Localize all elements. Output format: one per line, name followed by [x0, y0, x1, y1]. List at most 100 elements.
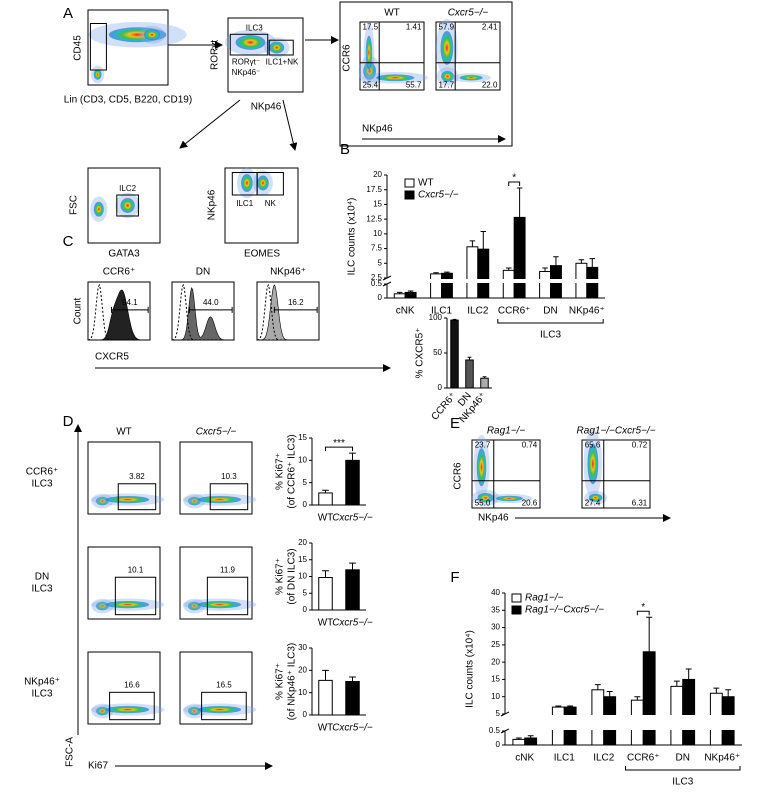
plot-frame [256, 281, 320, 341]
axis-label: ILC counts (x10⁴) [347, 198, 358, 276]
y-tick-label: 5 [496, 709, 501, 718]
significance-bracket [508, 181, 521, 186]
flow-plot [87, 167, 161, 244]
sample-title: WT [384, 8, 400, 19]
column-title: Cxcr5−/− [196, 427, 237, 438]
error-bar [349, 562, 356, 570]
x-tick-label: cNK [515, 753, 534, 764]
event-density [198, 496, 242, 504]
y-tick-label: 15 [298, 433, 307, 442]
flow-plot [225, 17, 304, 93]
gate [114, 576, 157, 616]
x-tick-label: CCR6⁺ [627, 753, 660, 764]
event-density [187, 601, 201, 611]
event-density [376, 74, 415, 82]
event-density [95, 496, 109, 506]
bar [441, 272, 453, 299]
gate [268, 39, 294, 56]
error-bar [444, 271, 450, 274]
gate-label: NK [265, 199, 277, 208]
gate [117, 483, 157, 511]
quadrant-value: 27.4 [585, 498, 601, 507]
error-bar [725, 689, 732, 697]
y-tick-label: 17.5 [366, 185, 382, 194]
group-bracket [497, 319, 604, 324]
arrow [282, 99, 298, 151]
axis-label: EOMES [244, 249, 280, 260]
row-label: ILC3 [31, 689, 53, 700]
gate-value: 94.1 [122, 298, 138, 307]
x-tick-label: WT [318, 723, 334, 734]
gate-value: 3.82 [129, 472, 145, 481]
error-bar [322, 669, 329, 681]
y-tick-label: 10 [373, 229, 382, 238]
axis-label: % Ki67⁺ [275, 453, 286, 490]
quadrant-value: 6.31 [632, 498, 648, 507]
row-label: DN [35, 572, 49, 583]
bar [502, 269, 515, 299]
isotype-histogram [256, 283, 319, 341]
event-density [459, 75, 483, 81]
bar [682, 678, 696, 746]
axis-label: FSC [69, 195, 80, 215]
row-label: ILC3 [31, 479, 53, 490]
axis-label: Ki67 [88, 761, 108, 772]
panel-label: E [450, 415, 460, 432]
bar [539, 271, 551, 299]
event-density [187, 496, 201, 506]
histogram-title: DN [196, 267, 210, 278]
gate-value: 16.2 [288, 298, 304, 307]
error-bar [673, 680, 680, 687]
bar [524, 737, 538, 746]
bar [404, 291, 417, 299]
bar [430, 273, 443, 299]
row-label: NKp46⁺ [24, 677, 60, 688]
y-tick-label: 0 [438, 383, 443, 392]
axis-label: % CXCR5⁺ [415, 328, 426, 379]
gate-label: RORγt⁻ [232, 58, 260, 67]
error-bar [589, 258, 596, 268]
error-bar [469, 240, 476, 247]
y-tick-label: 5 [378, 258, 383, 267]
bar [466, 246, 479, 299]
y-tick-label: 10 [298, 455, 307, 464]
quadrant-value: 17.5 [363, 23, 379, 32]
y-tick-label: 20 [373, 170, 382, 179]
significance-label: * [641, 602, 645, 613]
y-tick-label: 100 [429, 313, 443, 322]
error-bar [634, 696, 641, 701]
event-density [476, 448, 487, 487]
flow-plot [581, 429, 651, 509]
event-density [93, 201, 104, 217]
axis-label: CD45 [73, 35, 84, 61]
x-tick-label: Cxcr5−/− [332, 618, 373, 629]
quadrant-value: 1.41 [406, 23, 422, 32]
error-bar [480, 231, 487, 250]
flow-plot [435, 18, 501, 91]
bar [345, 569, 360, 611]
axis-label: ILC counts (x10⁴) [465, 630, 476, 708]
quadrant-value: 0.72 [632, 441, 648, 450]
axis-label: % Ki67⁺ [275, 663, 286, 700]
bar [318, 492, 333, 506]
quadrant-value: 20.6 [522, 498, 538, 507]
group-label: ILC3 [540, 330, 562, 341]
error-bar [606, 691, 613, 697]
error-bar [322, 489, 329, 493]
sample-title: Rag1−/−Cxcr5−/− [577, 426, 656, 437]
sample-title: Rag1−/− [487, 426, 526, 437]
y-tick-label: 15 [298, 555, 307, 564]
axis-label: CCR6 [453, 462, 464, 490]
panel-a-frame [339, 1, 513, 147]
event-density [269, 41, 285, 54]
panel-label: B [340, 141, 350, 158]
error-bar [433, 272, 439, 274]
bar [480, 377, 489, 389]
x-tick-label: NKp46⁺ [704, 753, 740, 764]
event-density [106, 706, 150, 714]
y-tick-label: 0.5 [371, 279, 383, 288]
row-label: ILC3 [31, 584, 53, 595]
event-density [198, 706, 242, 714]
event-density [120, 198, 135, 213]
gate [273, 306, 318, 313]
